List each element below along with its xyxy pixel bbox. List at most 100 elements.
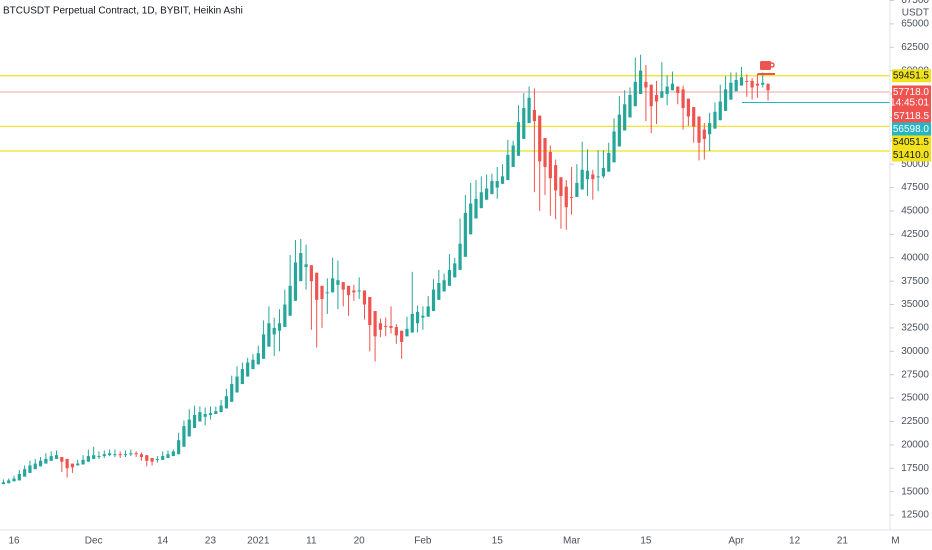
candle-body (442, 280, 446, 292)
candle-body (559, 177, 563, 197)
candle-body (421, 315, 425, 318)
candle-body (723, 89, 728, 111)
candle-body (7, 480, 11, 484)
candle-body (601, 167, 606, 177)
y-tick-label: 45000 (901, 206, 929, 217)
time-axis: 16 Dec 14 23 2021 11 20 Feb 15 Mar 15 Apr 12 21 M (8, 536, 899, 547)
candle-body (256, 353, 260, 365)
candle-body (766, 83, 770, 91)
candle-body (538, 115, 542, 162)
candle-body (474, 198, 478, 219)
candle-body (405, 328, 409, 337)
price-label: 57118.5 (894, 111, 930, 122)
candle-body (81, 459, 85, 465)
candle-body (315, 272, 319, 300)
candle-body (506, 154, 510, 181)
candle-body (739, 77, 744, 86)
price-label-box (892, 148, 931, 162)
candle-body (532, 109, 536, 122)
candle-body (309, 265, 313, 282)
countdown-label: 14:45:01 (890, 98, 929, 109)
y-tick-label: 65000 (901, 18, 929, 29)
candle-body (283, 304, 287, 327)
candle-body (495, 181, 499, 188)
candle-body (384, 326, 388, 328)
candle-body (277, 323, 282, 331)
candle-body (166, 454, 170, 458)
candle-body (415, 312, 420, 324)
candle-body (198, 412, 202, 422)
x-tick-label: 23 (205, 536, 217, 547)
candle-body (341, 282, 345, 290)
price-label-box (892, 109, 931, 123)
x-tick-label: 12 (789, 536, 801, 547)
candle-body (336, 280, 340, 285)
candle-body (410, 313, 414, 333)
candle-body (437, 283, 441, 300)
y-tick-label: 17500 (901, 463, 929, 474)
candle-body (734, 79, 738, 92)
candle-body (224, 396, 229, 409)
price-labels: 59451.5 57718.014:45:01 57118.5 56598.0 5405… (890, 69, 931, 162)
y-tick-label: 40000 (901, 252, 929, 263)
candle-body (569, 196, 574, 198)
candle-body (697, 116, 701, 143)
x-tick-label: M (891, 536, 899, 547)
candle-body (511, 145, 515, 167)
candle-body (171, 451, 175, 457)
x-tick-label: 16 (8, 536, 20, 547)
candle-body (761, 82, 765, 85)
x-tick-label: Mar (563, 536, 581, 547)
price-label-box (892, 122, 931, 136)
candle-body (708, 123, 712, 135)
candle-body (596, 176, 600, 178)
candle-body (251, 359, 255, 370)
price-label: 56598.0 (893, 124, 930, 135)
candle-body (702, 129, 706, 139)
candle-body (649, 84, 653, 107)
candle-body (161, 456, 165, 460)
y-tick-label: 27500 (901, 369, 929, 380)
candle-body (527, 97, 531, 124)
candle-body (426, 306, 430, 317)
candle-body (580, 169, 584, 190)
price-label-box (892, 85, 931, 110)
candle-body (362, 290, 367, 305)
y-tick-label: 37500 (901, 276, 929, 287)
candle-body (633, 81, 637, 107)
candle-body (628, 94, 632, 118)
candle-body (219, 405, 223, 413)
candle-body (368, 297, 372, 326)
candle-body (1, 482, 5, 485)
candle-body (108, 453, 112, 456)
candle-body (293, 262, 298, 301)
candle-body (192, 414, 197, 429)
candle-body (214, 411, 218, 414)
candle-body (139, 454, 144, 458)
candle-body (28, 465, 32, 473)
price-label: 54051.5 (893, 137, 930, 148)
candle-body (272, 327, 276, 335)
candle-body (123, 454, 128, 456)
candle-body (44, 458, 48, 464)
candle-body (585, 170, 590, 180)
y-tick-label: 35000 (901, 299, 929, 310)
x-tick-label: Dec (85, 536, 103, 547)
y-tick-label: 25000 (901, 393, 929, 404)
candle-body (463, 212, 467, 257)
candle-body (554, 165, 558, 191)
candle-body (522, 108, 526, 139)
price-label: 57718.0 (893, 87, 930, 98)
candle-body (378, 323, 383, 330)
candle-body (86, 456, 90, 462)
alert-cup (760, 61, 771, 70)
plot-area (0, 54, 890, 485)
candle-body (431, 289, 436, 312)
candle-body (654, 94, 659, 102)
candle-body (246, 362, 250, 377)
candle-body (617, 114, 621, 147)
x-tick-label: 14 (157, 536, 169, 547)
candle-body (469, 203, 473, 235)
